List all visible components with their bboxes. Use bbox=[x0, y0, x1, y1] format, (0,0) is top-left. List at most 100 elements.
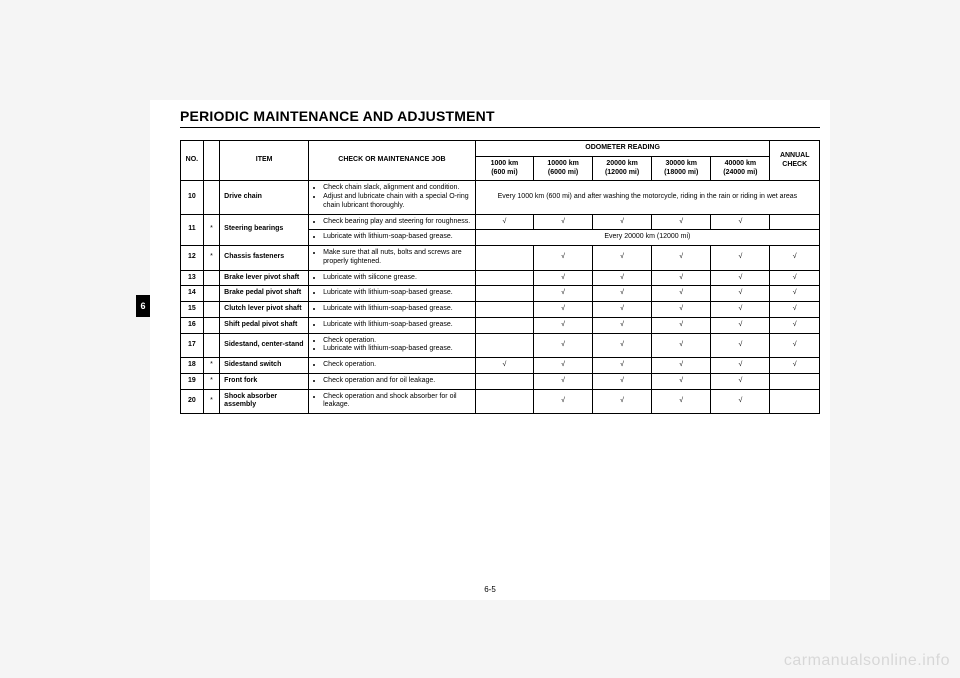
cell-job: Lubricate with silicone grease. bbox=[309, 270, 476, 286]
cell-job: Check operation. Lubricate with lithium-… bbox=[309, 333, 476, 358]
manual-page: PERIODIC MAINTENANCE AND ADJUSTMENT 6 NO… bbox=[150, 100, 830, 600]
cell-item: Shift pedal pivot shaft bbox=[220, 317, 309, 333]
cell-annual: √ bbox=[770, 286, 820, 302]
table-row: 12 * Chassis fasteners Make sure that al… bbox=[181, 246, 820, 271]
cell-check: √ bbox=[711, 302, 770, 318]
job-bullet: Make sure that all nuts, bolts and screw… bbox=[323, 249, 471, 267]
cell-star: * bbox=[203, 358, 219, 374]
cell-star: * bbox=[203, 246, 219, 271]
cell-check: √ bbox=[534, 246, 593, 271]
cell-check: √ bbox=[534, 270, 593, 286]
table-row: 13 Brake lever pivot shaft Lubricate wit… bbox=[181, 270, 820, 286]
cell-no: 19 bbox=[181, 373, 204, 389]
page-title: PERIODIC MAINTENANCE AND ADJUSTMENT bbox=[180, 108, 495, 124]
cell-annual: √ bbox=[770, 270, 820, 286]
cell-check bbox=[475, 317, 533, 333]
cell-job: Lubricate with lithium-soap-based grease… bbox=[309, 317, 476, 333]
cell-check: √ bbox=[475, 214, 533, 230]
col-annual: ANNUAL CHECK bbox=[770, 141, 820, 181]
cell-check: √ bbox=[652, 317, 711, 333]
cell-check: √ bbox=[652, 302, 711, 318]
cell-star: * bbox=[203, 389, 219, 414]
cell-interval: Every 1000 km (600 mi) and after washing… bbox=[475, 181, 819, 214]
cell-annual bbox=[770, 389, 820, 414]
cell-check: √ bbox=[593, 333, 652, 358]
cell-item: Sidestand, center-stand bbox=[220, 333, 309, 358]
chapter-tab: 6 bbox=[136, 295, 150, 317]
col-item: ITEM bbox=[220, 141, 309, 181]
job-bullet: Check operation and for oil leakage. bbox=[323, 377, 471, 386]
col-odo-3: 20000 km(12000 mi) bbox=[593, 156, 652, 181]
cell-check: √ bbox=[711, 214, 770, 230]
col-odo-group: ODOMETER READING bbox=[475, 141, 770, 157]
cell-check: √ bbox=[711, 373, 770, 389]
table-row: 11 * Steering bearings Check bearing pla… bbox=[181, 214, 820, 230]
cell-item: Sidestand switch bbox=[220, 358, 309, 374]
cell-no: 13 bbox=[181, 270, 204, 286]
table-row: 17 Sidestand, center-stand Check operati… bbox=[181, 333, 820, 358]
cell-interval: Every 20000 km (12000 mi) bbox=[475, 230, 819, 246]
odo-bottom: (18000 mi) bbox=[664, 169, 698, 176]
table-header-row: NO. ITEM CHECK OR MAINTENANCE JOB ODOMET… bbox=[181, 141, 820, 157]
cell-check: √ bbox=[652, 286, 711, 302]
cell-annual bbox=[770, 214, 820, 230]
job-bullet: Adjust and lubricate chain with a specia… bbox=[323, 193, 471, 211]
table-row: 20 * Shock absorber assembly Check opera… bbox=[181, 389, 820, 414]
col-odo-2: 10000 km(6000 mi) bbox=[534, 156, 593, 181]
cell-check: √ bbox=[593, 302, 652, 318]
cell-check: √ bbox=[652, 358, 711, 374]
job-bullet: Check chain slack, alignment and conditi… bbox=[323, 184, 471, 193]
cell-job: Check operation and shock absorber for o… bbox=[309, 389, 476, 414]
cell-star bbox=[203, 270, 219, 286]
title-rule bbox=[180, 127, 820, 128]
cell-check: √ bbox=[652, 214, 711, 230]
cell-job: Check operation. bbox=[309, 358, 476, 374]
cell-annual: √ bbox=[770, 333, 820, 358]
cell-check: √ bbox=[711, 389, 770, 414]
cell-check: √ bbox=[711, 358, 770, 374]
cell-job: Lubricate with lithium-soap-based grease… bbox=[309, 302, 476, 318]
cell-star: * bbox=[203, 214, 219, 246]
job-bullet: Lubricate with lithium-soap-based grease… bbox=[323, 345, 471, 354]
cell-check: √ bbox=[652, 270, 711, 286]
cell-check: √ bbox=[593, 286, 652, 302]
cell-star bbox=[203, 333, 219, 358]
cell-check: √ bbox=[711, 333, 770, 358]
cell-item: Brake pedal pivot shaft bbox=[220, 286, 309, 302]
cell-job: Lubricate with lithium-soap-based grease… bbox=[309, 286, 476, 302]
cell-job: Make sure that all nuts, bolts and screw… bbox=[309, 246, 476, 271]
job-bullet: Check operation and shock absorber for o… bbox=[323, 393, 471, 411]
cell-check: √ bbox=[593, 246, 652, 271]
cell-check: √ bbox=[652, 333, 711, 358]
job-bullet: Lubricate with lithium-soap-based grease… bbox=[323, 233, 471, 242]
cell-no: 14 bbox=[181, 286, 204, 302]
job-bullet: Lubricate with lithium-soap-based grease… bbox=[323, 289, 471, 298]
cell-check bbox=[475, 373, 533, 389]
job-bullet: Lubricate with lithium-soap-based grease… bbox=[323, 321, 471, 330]
cell-check bbox=[475, 270, 533, 286]
job-bullet: Check operation. bbox=[323, 361, 471, 370]
table-row: 18 * Sidestand switch Check operation. √… bbox=[181, 358, 820, 374]
cell-item: Drive chain bbox=[220, 181, 309, 214]
cell-check bbox=[475, 302, 533, 318]
cell-item: Steering bearings bbox=[220, 214, 309, 246]
cell-check: √ bbox=[652, 373, 711, 389]
cell-item: Brake lever pivot shaft bbox=[220, 270, 309, 286]
cell-job: Check operation and for oil leakage. bbox=[309, 373, 476, 389]
col-star bbox=[203, 141, 219, 181]
watermark-text: carmanualsonline.info bbox=[784, 652, 950, 670]
col-odo-4: 30000 km(18000 mi) bbox=[652, 156, 711, 181]
cell-check: √ bbox=[534, 286, 593, 302]
col-job: CHECK OR MAINTENANCE JOB bbox=[309, 141, 476, 181]
cell-check: √ bbox=[593, 373, 652, 389]
cell-job: Check bearing play and steering for roug… bbox=[309, 214, 476, 230]
cell-check: √ bbox=[534, 333, 593, 358]
cell-star bbox=[203, 286, 219, 302]
cell-annual: √ bbox=[770, 317, 820, 333]
cell-job: Lubricate with lithium-soap-based grease… bbox=[309, 230, 476, 246]
cell-check: √ bbox=[652, 389, 711, 414]
table-row: 15 Clutch lever pivot shaft Lubricate wi… bbox=[181, 302, 820, 318]
cell-check: √ bbox=[534, 317, 593, 333]
cell-no: 11 bbox=[181, 214, 204, 246]
cell-item: Chassis fasteners bbox=[220, 246, 309, 271]
